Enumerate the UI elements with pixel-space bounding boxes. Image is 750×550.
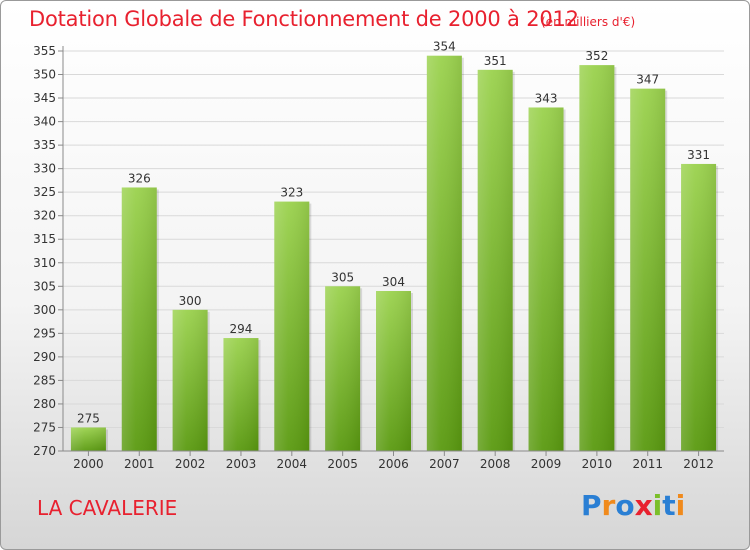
- bar-highlight: [681, 163, 717, 452]
- y-tick-label: 305: [33, 279, 56, 293]
- x-tick-label: 2001: [124, 457, 155, 471]
- x-tick-label: 2004: [277, 457, 308, 471]
- y-tick-label: 345: [33, 91, 56, 105]
- x-tick-label: 2000: [73, 457, 104, 471]
- y-tick-label: 350: [33, 68, 56, 82]
- y-tick-label: 290: [33, 350, 56, 364]
- bar-highlight: [630, 88, 666, 451]
- y-tick-label: 340: [33, 115, 56, 129]
- y-tick-label: 310: [33, 256, 56, 270]
- x-tick-label: 2011: [632, 457, 663, 471]
- proxiti-logo[interactable]: Proxiti: [581, 489, 685, 522]
- bar-value-label: 343: [535, 91, 558, 105]
- bar-highlight: [274, 201, 310, 451]
- bar-value-label: 354: [433, 40, 456, 54]
- logo-letter: P: [581, 489, 602, 522]
- bar-highlight: [477, 69, 513, 451]
- bar-highlight: [376, 291, 411, 451]
- x-tick-label: 2005: [327, 457, 358, 471]
- y-tick-label: 355: [33, 44, 56, 58]
- y-tick-label: 300: [33, 303, 56, 317]
- x-tick-label: 2003: [226, 457, 257, 471]
- y-tick-label: 295: [33, 326, 56, 340]
- y-axis: 270 275 280 285 290 295 300 305 310 315 320 325 330 3…: [33, 44, 64, 458]
- bar-highlight: [121, 187, 157, 451]
- bar-highlight: [70, 427, 106, 451]
- bar-value-label: 331: [687, 148, 710, 162]
- bar-value-label: 347: [636, 73, 659, 87]
- y-tick-label: 330: [33, 162, 56, 176]
- bar-highlight: [528, 107, 564, 452]
- bar-value-label: 351: [484, 54, 507, 68]
- bar-value-label: 300: [179, 294, 202, 308]
- y-tick-label: 275: [33, 420, 56, 434]
- logo-letter: o: [615, 489, 635, 522]
- y-tick-label: 315: [33, 232, 56, 246]
- bar-value-label: 326: [128, 171, 151, 185]
- chart-unit: (en milliers d'€): [541, 15, 636, 29]
- y-tick-label: 270: [33, 444, 56, 458]
- bar-highlight: [223, 338, 259, 451]
- x-tick-label: 2007: [429, 457, 460, 471]
- logo-letter: i: [652, 489, 663, 522]
- x-tick-label: 2002: [175, 457, 206, 471]
- logo-letter: i: [675, 489, 686, 522]
- bar-value-label: 294: [230, 322, 253, 336]
- y-tick-label: 335: [33, 138, 56, 152]
- bar-value-label: 304: [382, 275, 405, 289]
- x-tick-label: 2012: [683, 457, 714, 471]
- x-tick-label: 2006: [378, 457, 409, 471]
- y-tick-label: 285: [33, 373, 56, 387]
- logo-letter: t: [662, 489, 676, 522]
- city-name: LA CAVALERIE: [37, 496, 178, 520]
- bar-highlight: [172, 309, 208, 451]
- bar-value-label: 275: [77, 411, 100, 425]
- bar-value-label: 323: [280, 186, 303, 200]
- x-tick-label: 2008: [480, 457, 511, 471]
- bar-value-label: 352: [585, 49, 608, 63]
- bar-highlight: [579, 65, 615, 451]
- logo-letter: r: [601, 489, 616, 522]
- y-tick-label: 325: [33, 185, 56, 199]
- y-tick-label: 280: [33, 397, 56, 411]
- logo-letter: x: [634, 489, 653, 522]
- x-axis: 2000 2001 2002 2003 2004 2005 2006 2007 2008 2009…: [63, 450, 724, 471]
- y-tick-label: 320: [33, 209, 56, 223]
- x-tick-label: 2010: [582, 457, 613, 471]
- bar-highlight: [325, 286, 361, 451]
- bar-value-label: 305: [331, 270, 354, 284]
- bar-highlight: [426, 55, 462, 452]
- bars: 275 326 300 294 323 305 304 354 351 343 352 347 331: [70, 40, 719, 452]
- x-tick-label: 2009: [531, 457, 562, 471]
- chart-title: Dotation Globale de Fonctionnement de 20…: [29, 7, 579, 31]
